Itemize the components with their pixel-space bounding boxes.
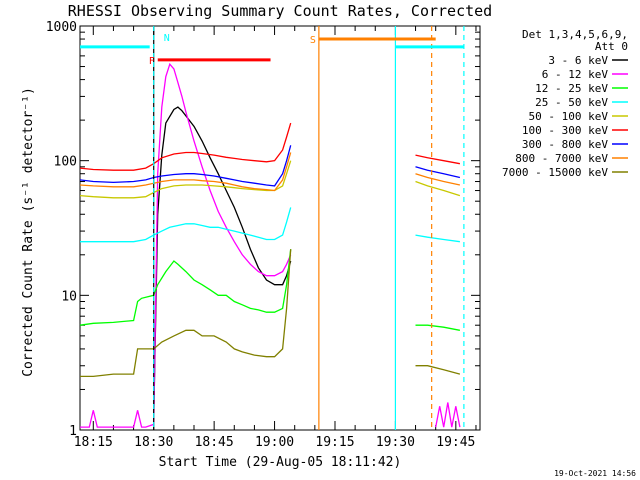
overlay-layer: F N S — [80, 26, 465, 430]
legend-header-line: Att 0 — [595, 40, 628, 53]
y-axis-label: Corrected Count Rate (s⁻¹ detector⁻¹) — [21, 87, 36, 377]
x-tick-label: 19:30 — [376, 435, 415, 450]
series-line-0 — [153, 106, 292, 420]
legend-entry-label: 300 - 800 keV — [522, 138, 608, 151]
series-line-5 — [79, 122, 461, 171]
x-axis-label: Start Time (29-Aug-05 18:11:42) — [159, 455, 402, 470]
legend-entry-label: 100 - 300 keV — [522, 124, 608, 137]
legend-entry-label: 7000 - 15000 keV — [502, 166, 608, 179]
x-tick-label: 18:30 — [134, 435, 173, 450]
legend-entry-label: 3 - 6 keV — [548, 54, 608, 67]
plot-frame — [79, 25, 481, 431]
x-tick-label: 18:15 — [74, 435, 113, 450]
series-line-8 — [80, 249, 461, 378]
series-line-3 — [80, 207, 460, 243]
series-layer — [79, 62, 461, 428]
y-tick-label: 1000 — [46, 20, 77, 35]
y-tick-label: 10 — [61, 289, 77, 304]
y-tick-label: 100 — [54, 155, 77, 170]
footer-timestamp: 19-Oct-2021 14:56 — [554, 469, 636, 478]
flag-label-2: S — [310, 35, 316, 46]
axes-layer: 1 10 100 1000 18:15 18:30 18:45 19:00 19:15 19:30… — [46, 20, 481, 450]
legend-header-line: Det 1,3,4,5,6,9, — [522, 28, 628, 41]
y-tick-label: 1 — [69, 424, 77, 439]
series-line-4 — [79, 160, 461, 199]
series-line-1 — [80, 62, 461, 428]
flag-label-0: F — [149, 56, 155, 67]
series-line-7 — [79, 152, 461, 192]
legend-entry-label: 25 - 50 keV — [535, 96, 608, 109]
x-tick-label: 19:15 — [315, 435, 354, 450]
legend-entry-label: 800 - 7000 keV — [515, 152, 608, 165]
x-tick-label: 19:00 — [255, 435, 294, 450]
flag-label-1: N — [164, 33, 170, 44]
chart-title: RHESSI Observing Summary Count Rates, Co… — [68, 2, 492, 20]
legend-entry-label: 12 - 25 keV — [535, 82, 608, 95]
legend-entry-label: 50 - 100 keV — [529, 110, 609, 123]
x-tick-label: 19:45 — [436, 435, 475, 450]
x-tick-label: 18:45 — [195, 435, 234, 450]
legend-entry-label: 6 - 12 keV — [542, 68, 609, 81]
series-line-6 — [79, 145, 461, 187]
series-line-2 — [79, 249, 461, 331]
